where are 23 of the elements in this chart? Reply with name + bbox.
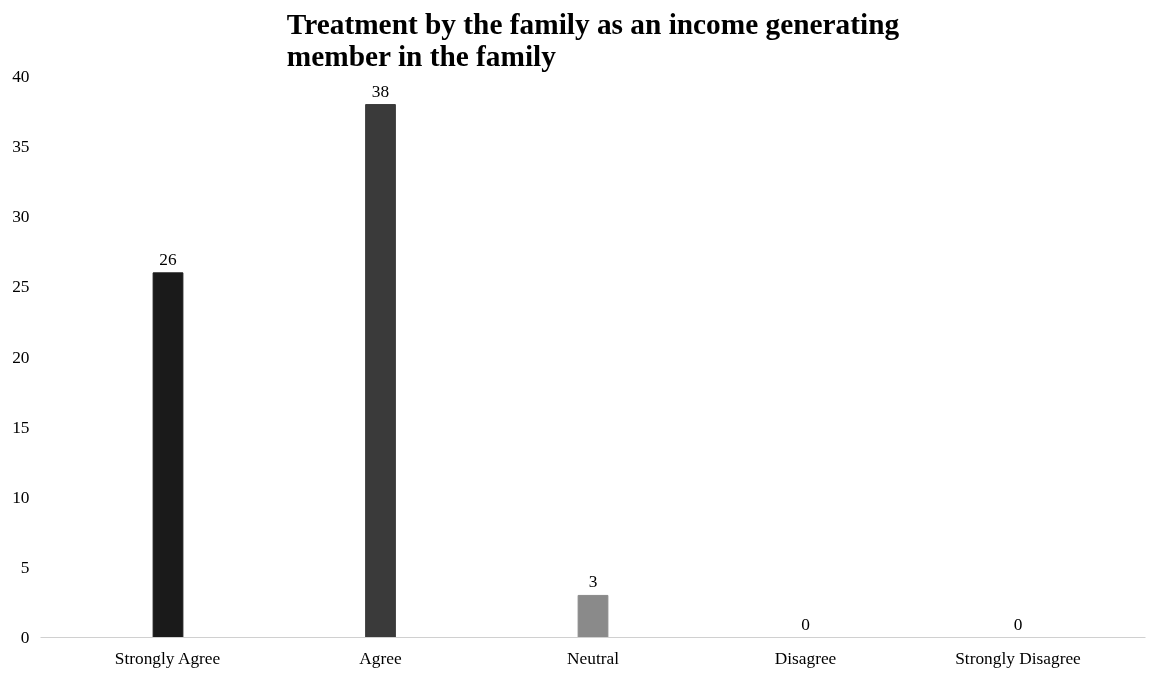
bar — [577, 594, 609, 638]
x-tick-label: Strongly Disagree — [955, 648, 1082, 668]
y-tick-label: 5 — [20, 557, 30, 577]
x-tick-label: Neutral — [567, 648, 620, 668]
chart-title: Treatment by the family as an income generating member in the family — [286, 7, 900, 72]
data-label: 26 — [159, 249, 177, 269]
x-tick-label: Agree — [359, 648, 402, 668]
y-tick-label: 30 — [12, 207, 30, 227]
y-tick-label: 15 — [12, 417, 30, 437]
bar — [365, 104, 396, 638]
x-tick-label: Disagree — [774, 648, 837, 668]
y-tick-label: 20 — [12, 347, 30, 367]
y-tick-label: 10 — [12, 487, 30, 507]
y-tick-label: 35 — [12, 137, 30, 157]
x-tick-label: Strongly Agree — [114, 648, 221, 668]
y-tick-label: 0 — [20, 628, 30, 647]
data-label: 0 — [1013, 614, 1023, 634]
data-label: 3 — [588, 572, 598, 592]
y-tick-label: 25 — [12, 277, 30, 297]
y-tick-label: 40 — [12, 67, 30, 86]
bar — [152, 272, 184, 638]
data-label: 38 — [371, 81, 390, 101]
data-label: 0 — [801, 614, 810, 634]
